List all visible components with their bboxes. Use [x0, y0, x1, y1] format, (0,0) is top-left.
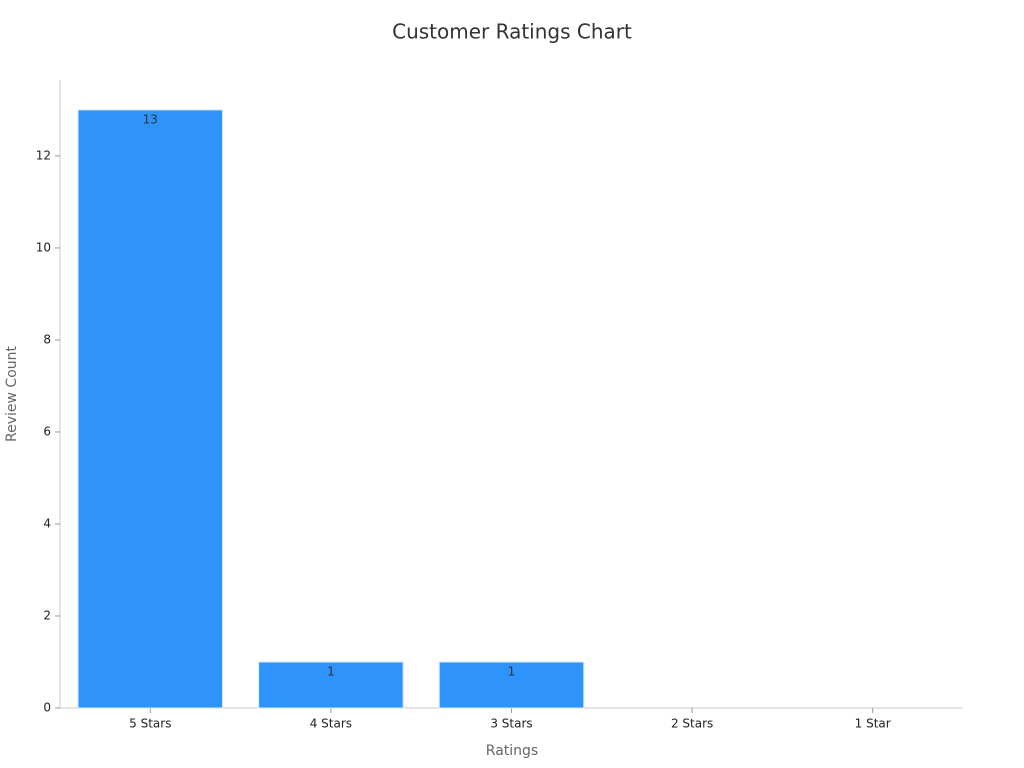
x-tick-label: 4 Stars — [310, 717, 352, 731]
data-label: 1 — [327, 664, 335, 678]
bar — [438, 661, 585, 709]
y-tick-label: 12 — [36, 148, 51, 162]
bar — [258, 661, 404, 709]
y-tick-label: 2 — [43, 608, 51, 622]
y-axis-label: Review Count — [4, 346, 20, 442]
y-tick-label: 4 — [43, 516, 51, 530]
data-label: 1 — [508, 664, 516, 678]
bar — [77, 109, 224, 709]
y-tick-label: 8 — [43, 332, 51, 346]
y-tick-label: 0 — [43, 701, 51, 715]
x-axis-label: Ratings — [486, 743, 538, 759]
x-tick-label: 3 Stars — [490, 717, 532, 731]
y-tick-label: 10 — [36, 240, 51, 254]
y-tick-label: 6 — [43, 424, 51, 438]
x-tick-label: 1 Star — [855, 717, 891, 731]
chart-title: Customer Ratings Chart — [392, 20, 632, 44]
x-tick-label: 5 Stars — [129, 717, 171, 731]
data-label: 13 — [143, 112, 158, 126]
x-tick-label: 2 Stars — [671, 717, 713, 731]
